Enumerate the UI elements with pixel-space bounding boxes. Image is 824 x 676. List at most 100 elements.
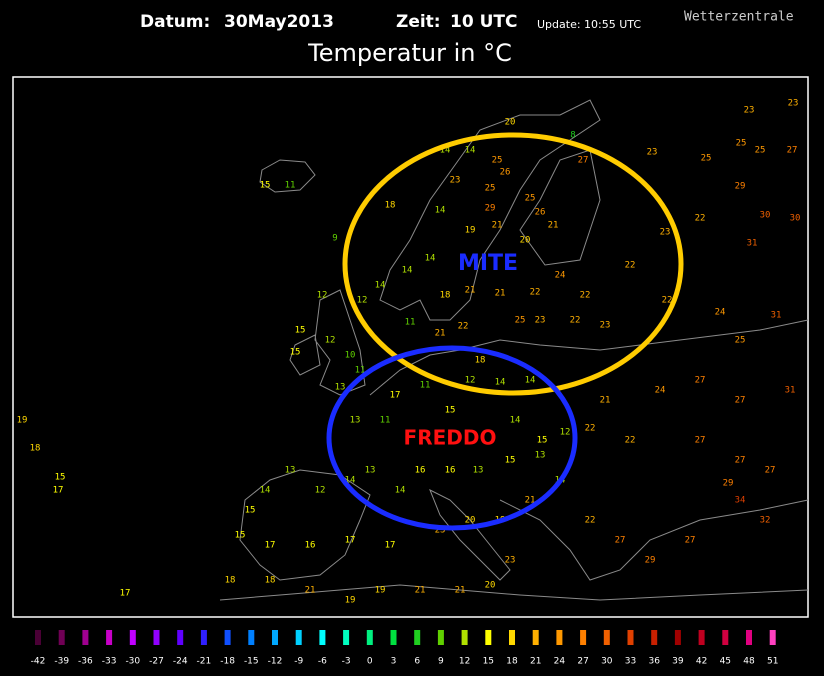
station-temperature: 23 (647, 148, 658, 158)
station-temperature: 8 (570, 131, 575, 141)
station-temperature: 27 (765, 466, 776, 476)
date-label: Datum: (140, 12, 210, 32)
legend-swatch (35, 630, 41, 645)
station-temperature: 18 (225, 576, 236, 586)
station-temperature: 14 (425, 254, 436, 264)
station-temperature: 25 (701, 154, 712, 164)
station-temperature: 23 (435, 526, 446, 536)
station-temperature: 14 (465, 146, 476, 156)
legend-label: 36 (648, 657, 660, 667)
station-temperature: 15 (235, 531, 246, 541)
station-temperature: 12 (357, 296, 368, 306)
legend-swatch (272, 630, 278, 645)
coast-continent (369, 319, 809, 396)
legend-label: -18 (220, 657, 235, 667)
station-temperature: 27 (695, 436, 706, 446)
station-temperature: 9 (332, 234, 337, 244)
station-temperature: 14 (260, 486, 271, 496)
legend-label: 48 (743, 657, 755, 667)
legend-swatch (674, 630, 681, 645)
legend-swatch (153, 630, 160, 645)
date: 30May2013 (224, 12, 334, 32)
station-temperature: 22 (695, 214, 706, 224)
station-temperature: 25 (525, 194, 536, 204)
station-temperature: 26 (500, 168, 511, 178)
station-temperature: 21 (415, 586, 426, 596)
legend-label: 9 (438, 657, 444, 667)
update: Update: 10:55 UTC (537, 18, 641, 31)
cold-region (326, 345, 578, 531)
station-temperature: 25 (485, 184, 496, 194)
station-temperature: 17 (265, 541, 276, 551)
station-temperature: 31 (771, 311, 782, 321)
station-temperature: 11 (285, 181, 296, 191)
warm-region (342, 132, 684, 396)
legend-swatch (366, 630, 373, 645)
station-temperature: 21 (305, 586, 316, 596)
legend-label: 3 (391, 657, 397, 667)
station-temperature: 11 (380, 416, 391, 426)
legend-label: -9 (294, 657, 303, 667)
station-temperature: 22 (585, 424, 596, 434)
station-temperature: 21 (548, 221, 559, 231)
station-temperature: 22 (570, 316, 581, 326)
station-temperature: 14 (525, 376, 536, 386)
station-temperature: 22 (458, 322, 469, 332)
station-temperature: 20 (485, 581, 496, 591)
station-temperature: 14 (345, 476, 356, 486)
station-temperature: 21 (525, 496, 536, 506)
station-temperature: 23 (600, 321, 611, 331)
legend-swatch (319, 630, 326, 645)
station-temperature: 27 (578, 156, 589, 166)
station-temperature: 23 (744, 106, 755, 116)
station-temperature: 14 (375, 281, 386, 291)
station-temperature: 12 (317, 291, 328, 301)
station-temperature: 17 (53, 486, 64, 496)
legend-swatch (769, 630, 776, 645)
coast-iberia (239, 469, 371, 581)
station-temperature: 23 (660, 228, 671, 238)
station-temperature: 29 (723, 479, 734, 489)
station-temperature: 17 (345, 536, 356, 546)
station-temperature: 14 (495, 378, 506, 388)
station-temperature: 31 (747, 239, 758, 249)
legend-label: 0 (367, 657, 373, 667)
station-temperature: 17 (390, 391, 401, 401)
station-temperature: 14 (395, 486, 406, 496)
station-temperature: 18 (30, 444, 41, 454)
station-temperature: 21 (435, 329, 446, 339)
legend-label: 51 (767, 657, 778, 667)
source: Wetterzentrale (684, 10, 794, 25)
station-temperature: 25 (515, 316, 526, 326)
coast-iceland (259, 159, 316, 193)
station-temperature: 27 (685, 536, 696, 546)
coastlines (219, 99, 809, 601)
station-temperature: 23 (450, 176, 461, 186)
legend-label: -12 (268, 657, 283, 667)
station-temperature: 16 (445, 466, 456, 476)
station-temperature: 21 (492, 221, 503, 231)
station-temperature: 11 (405, 318, 416, 328)
coast-scandinavia (379, 99, 601, 321)
legend-label: 30 (601, 657, 613, 667)
station-temperature: 29 (735, 182, 746, 192)
legend-swatch (580, 630, 587, 645)
legend-label: 15 (483, 657, 494, 667)
legend-label: -33 (102, 657, 117, 667)
station-temperature: 27 (735, 456, 746, 466)
station-temperature: 27 (735, 396, 746, 406)
station-temperature: 13 (350, 416, 361, 426)
station-temperature: 24 (555, 271, 566, 281)
legend-label: 33 (625, 657, 636, 667)
station-temperature: 12 (465, 376, 476, 386)
station-temperature: 30 (760, 211, 771, 221)
station-temperature: 16 (305, 541, 316, 551)
station-temperature: 21 (600, 396, 611, 406)
station-temperature: 19 (465, 226, 476, 236)
station-temperature: 13 (365, 466, 376, 476)
legend-swatch (722, 630, 729, 645)
station-temperature: 31 (785, 386, 796, 396)
station-temperature: 34 (735, 496, 746, 506)
